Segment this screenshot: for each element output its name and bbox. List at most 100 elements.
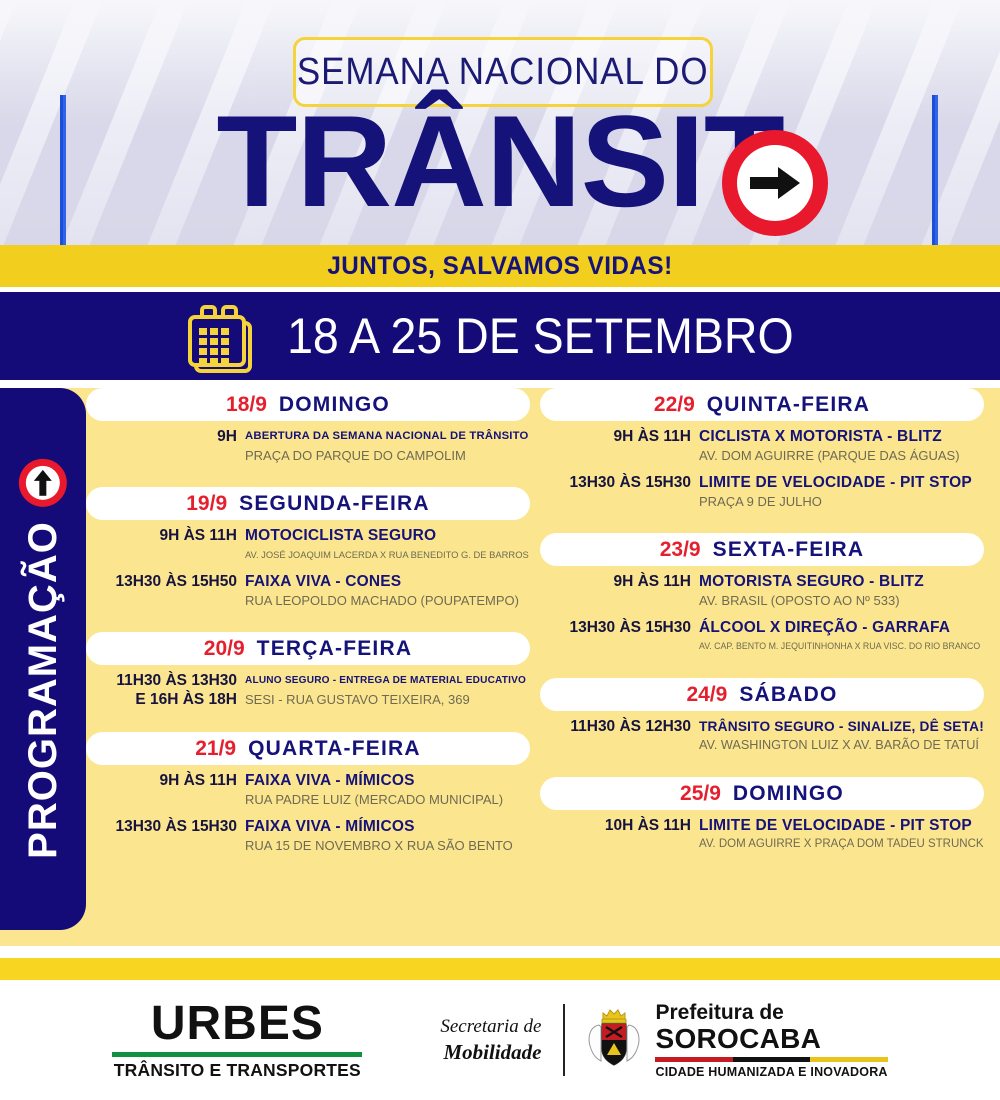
prefeitura-line-2: SOROCABA	[655, 1023, 822, 1054]
event-body: ÁLCOOL X DIREÇÃO - GARRAFA AV. CAP. BENTO…	[699, 618, 984, 655]
event-kicker: SEMANA NACIONAL DO	[297, 50, 709, 93]
hero-banner: SEMANA NACIONAL DO TRÂNSIT	[0, 0, 1000, 245]
event-body: LIMITE DE VELOCIDADE - PIT STOP PRAÇA 9 D…	[699, 473, 984, 510]
event-location: AV. DOM AGUIRRE (PARQUE DAS ÁGUAS)	[699, 448, 960, 463]
event-time: 13H30 ÀS 15H30	[569, 474, 692, 491]
schedule-spacer	[540, 519, 984, 533]
event-time: 9H ÀS 11H	[159, 772, 237, 789]
schedule-spacer	[86, 473, 530, 487]
schedule-event: 13H30 ÀS 15H30 LIMITE DE VELOCIDADE - PIT…	[540, 473, 984, 510]
schedule-spacer	[86, 618, 530, 632]
secretaria-line-2: Mobilidade	[443, 1040, 542, 1064]
arrow-up-prohibition-sign-icon	[19, 459, 68, 508]
event-time: 11H30 ÀS 12H30	[570, 718, 691, 735]
schedule-event: 13H30 ÀS 15H30 ÁLCOOL X DIREÇÃO - GARRAFA…	[540, 618, 984, 655]
day-header-pill: 21/9 QUARTA-FEIRA	[86, 732, 530, 765]
event-title: ALUNO SEGURO - ENTREGA DE MATERIAL EDUCA…	[245, 675, 527, 686]
event-body: MOTOCICLISTA SEGURO AV. JOSÉ JOAQUIM LACE…	[245, 526, 530, 563]
day-date: 21/9	[195, 736, 237, 760]
schedule-event: 11H30 ÀS 12H30 TRÂNSITO SEGURO - SINALIZE…	[540, 717, 984, 754]
day-name: DOMINGO	[732, 781, 844, 805]
event-time: 9H ÀS 11H	[159, 527, 237, 544]
schedule-spacer	[86, 718, 530, 732]
day-date: 25/9	[680, 781, 721, 805]
day-header-pill: 20/9 TERÇA-FEIRA	[86, 632, 530, 665]
day-name: QUARTA-FEIRA	[248, 736, 421, 760]
day-date: 19/9	[186, 491, 228, 515]
event-title: LIMITE DE VELOCIDADE - PIT STOP	[699, 817, 972, 834]
day-name: SEGUNDA-FEIRA	[239, 491, 430, 515]
event-time: 9H ÀS 11H	[613, 428, 691, 445]
secretaria-mobilidade-logo: Secretaria de Mobilidade	[440, 1015, 563, 1065]
schedule-event: 11H30 ÀS 13H30 E 16H ÀS 18H ALUNO SEGURO -…	[86, 671, 530, 709]
event-time: 10H ÀS 11H	[604, 817, 691, 834]
day-name: SEXTA-FEIRA	[712, 537, 865, 561]
schedule-event: 10H ÀS 11H LIMITE DE VELOCIDADE - PIT STO…	[540, 816, 984, 853]
schedule-event: 9H ÀS 11H MOTORISTA SEGURO - BLITZ AV. BRA…	[540, 572, 984, 609]
event-location: RUA LEOPOLDO MACHADO (POUPATEMPO)	[245, 593, 520, 608]
arrow-right-prohibition-sign-icon	[722, 130, 828, 236]
event-title: CICLISTA X MOTORISTA - BLITZ	[699, 428, 942, 445]
page-title: TRÂNSIT	[0, 96, 1000, 226]
event-location: RUA 15 DE NOVEMBRO X RUA SÃO BENTO	[245, 838, 513, 853]
day-header-pill: 24/9 SÁBADO	[540, 678, 984, 711]
event-body: FAIXA VIVA - MÍMICOS RUA 15 DE NOVEMBRO X…	[245, 817, 530, 854]
event-body: FAIXA VIVA - CONES RUA LEOPOLDO MACHADO (…	[245, 572, 530, 609]
secretaria-line-1: Secretaria de	[440, 1016, 542, 1037]
event-location: AV. CAP. BENTO M. JEQUITINHONHA X RUA VI…	[699, 641, 981, 651]
day-header-pill: 22/9 QUINTA-FEIRA	[540, 388, 984, 421]
day-date: 18/9	[226, 392, 267, 416]
event-title: FAIXA VIVA - MÍMICOS	[245, 772, 415, 789]
date-banner: 18 A 25 DE SETEMBRO	[0, 292, 1000, 380]
slogan-band: JUNTOS, SALVAMOS VIDAS!	[0, 245, 1000, 287]
prefeitura-stripes	[655, 1057, 888, 1062]
programacao-sidebar: PROGRAMAÇÃO	[0, 388, 86, 930]
schedule-event: 9H ABERTURA DA SEMANA NACIONAL DE TRÂNSIT…	[86, 427, 530, 464]
sorocaba-coat-of-arms-icon	[583, 1005, 645, 1075]
hero-gradient-overlay	[0, 0, 1000, 120]
day-header-pill: 19/9 SEGUNDA-FEIRA	[86, 487, 530, 520]
event-location: AV. JOSÉ JOAQUIM LACERDA X RUA BENEDITO …	[245, 549, 529, 560]
event-location: AV. BRASIL (OPOSTO AO Nº 533)	[699, 593, 900, 608]
event-time: 13H30 ÀS 15H30	[569, 619, 692, 636]
event-title: FAIXA VIVA - CONES	[245, 573, 402, 590]
schedule-event: 13H30 ÀS 15H50 FAIXA VIVA - CONES RUA LEOP…	[86, 572, 530, 609]
day-name: QUINTA-FEIRA	[706, 392, 871, 416]
event-location: PRAÇA DO PARQUE DO CAMPOLIM	[245, 448, 466, 463]
event-body: ALUNO SEGURO - ENTREGA DE MATERIAL EDUCA…	[245, 671, 530, 708]
day-name: DOMINGO	[278, 392, 390, 416]
event-body: CICLISTA X MOTORISTA - BLITZ AV. DOM AGUI…	[699, 427, 984, 464]
day-header-pill: 25/9 DOMINGO	[540, 777, 984, 810]
event-body: MOTORISTA SEGURO - BLITZ AV. BRASIL (OPOS…	[699, 572, 984, 609]
event-location: RUA PADRE LUIZ (MERCADO MUNICIPAL)	[245, 792, 504, 807]
event-time: 9H	[217, 428, 237, 445]
event-location: AV. WASHINGTON LUIZ X AV. BARÃO DE TATUÍ	[699, 738, 979, 752]
schedule-event: 9H ÀS 11H FAIXA VIVA - MÍMICOS RUA PADRE L…	[86, 771, 530, 808]
calendar-icon	[187, 305, 252, 373]
footer-vertical-divider	[563, 1004, 566, 1076]
event-time: 13H30 ÀS 15H50	[115, 573, 238, 590]
prefeitura-sorocaba-logo: Prefeitura de SOROCABA CIDADE HUMANIZADA…	[565, 1001, 888, 1079]
event-title: MOTOCICLISTA SEGURO	[245, 527, 437, 544]
prefeitura-tagline: CIDADE HUMANIZADA E INOVADORA	[655, 1065, 888, 1079]
programacao-label: PROGRAMAÇÃO	[20, 521, 65, 859]
event-title: FAIXA VIVA - MÍMICOS	[245, 818, 415, 835]
event-title: MOTORISTA SEGURO - BLITZ	[699, 573, 924, 590]
day-header-pill: 23/9 SEXTA-FEIRA	[540, 533, 984, 566]
day-date: 20/9	[203, 636, 245, 660]
page-title-word: TRÂNSIT	[216, 88, 784, 234]
day-name: SÁBADO	[739, 682, 838, 706]
event-location: PRAÇA 9 DE JULHO	[699, 494, 822, 509]
day-date: 23/9	[659, 537, 701, 561]
schedule-section: PROGRAMAÇÃO 18/9 DOMINGO 9H ABERTURA DA SEM…	[0, 388, 1000, 946]
day-date: 24/9	[686, 682, 728, 706]
day-date: 22/9	[653, 392, 695, 416]
day-name: TERÇA-FEIRA	[256, 636, 413, 660]
schedule-spacer	[540, 664, 984, 678]
event-body: FAIXA VIVA - MÍMICOS RUA PADRE LUIZ (MERC…	[245, 771, 530, 808]
urbes-rule	[112, 1051, 363, 1057]
day-header-pill: 18/9 DOMINGO	[86, 388, 530, 421]
schedule-columns: 18/9 DOMINGO 9H ABERTURA DA SEMANA NACIONAL…	[86, 388, 1000, 946]
schedule-event: 9H ÀS 11H CICLISTA X MOTORISTA - BLITZ AV.…	[540, 427, 984, 464]
